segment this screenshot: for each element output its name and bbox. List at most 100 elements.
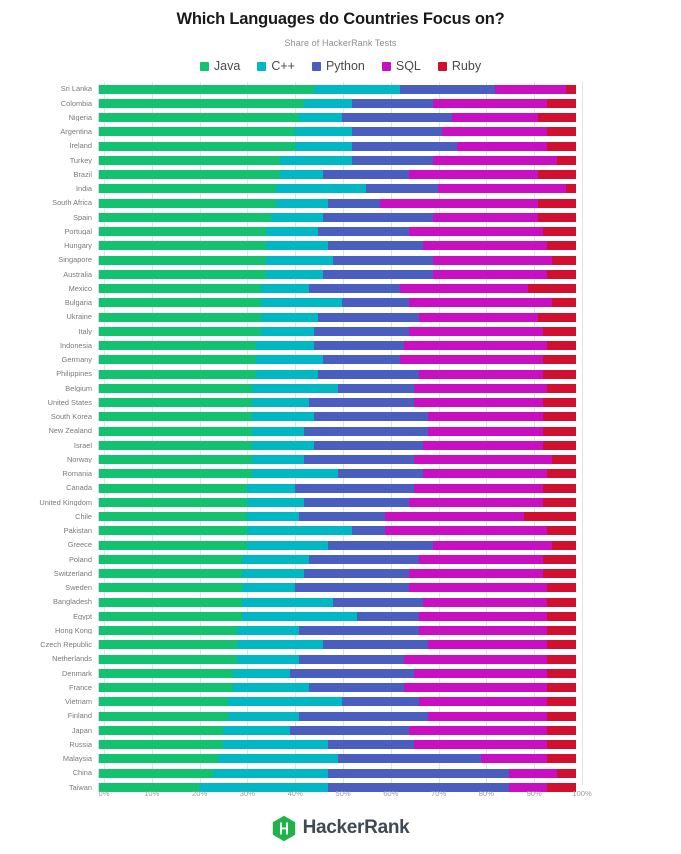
bar-segment-sql[interactable] [385,526,548,536]
bar-segment-cpp[interactable] [256,341,314,351]
bar-segment-cpp[interactable] [275,184,367,194]
bar-segment-sql[interactable] [418,554,543,564]
bar-segment-python[interactable] [332,597,424,607]
bar-segment-sql[interactable] [418,369,543,379]
bar-segment-python[interactable] [308,284,400,294]
bar-segment-sql[interactable] [451,113,538,123]
stacked-bar[interactable] [98,170,577,180]
bar-row[interactable]: Germany [0,353,681,367]
bar-segment-sql[interactable] [432,155,557,165]
bar-segment-ruby[interactable] [537,113,576,123]
bar-segment-cpp[interactable] [232,683,309,693]
bar-segment-cpp[interactable] [223,725,290,735]
bar-segment-python[interactable] [313,326,410,336]
bar-segment-ruby[interactable] [537,212,576,222]
bar-row[interactable]: United Kingdom [0,495,681,509]
bar-segment-cpp[interactable] [227,697,343,707]
bar-segment-cpp[interactable] [242,611,357,621]
stacked-bar[interactable] [98,98,576,108]
bar-segment-python[interactable] [366,184,438,194]
stacked-bar[interactable] [98,113,576,123]
bar-segment-java[interactable] [99,241,266,251]
stacked-bar[interactable] [98,683,576,693]
bar-segment-java[interactable] [99,554,243,564]
bar-segment-sql[interactable] [413,668,548,678]
stacked-bar[interactable] [98,326,577,336]
bar-segment-sql[interactable] [404,341,548,351]
bar-segment-python[interactable] [313,440,424,450]
bar-segment-cpp[interactable] [251,440,314,450]
bar-segment-java[interactable] [99,526,247,536]
bar-segment-sql[interactable] [432,540,553,550]
bar-segment-ruby[interactable] [547,383,576,393]
bar-segment-ruby[interactable] [537,198,576,208]
bar-segment-ruby[interactable] [566,84,577,94]
stacked-bar[interactable] [98,184,576,194]
stacked-bar[interactable] [98,398,576,408]
bar-segment-cpp[interactable] [246,540,328,550]
bar-segment-cpp[interactable] [261,326,314,336]
bar-segment-ruby[interactable] [542,355,576,365]
bar-row[interactable]: Philippines [0,367,681,381]
bar-segment-sql[interactable] [409,326,543,336]
bar-segment-python[interactable] [304,426,429,436]
bar-segment-python[interactable] [356,611,419,621]
bar-segment-cpp[interactable] [242,554,309,564]
bar-segment-python[interactable] [327,241,424,251]
bar-segment-java[interactable] [99,782,200,792]
bar-segment-cpp[interactable] [237,626,300,636]
bar-row[interactable]: Romania [0,467,681,481]
bar-row[interactable]: United States [0,396,681,410]
bar-segment-java[interactable] [99,697,228,707]
bar-segment-sql[interactable] [409,569,543,579]
bar-segment-java[interactable] [99,141,295,151]
bar-segment-sql[interactable] [509,782,548,792]
bar-segment-python[interactable] [323,269,433,279]
bar-row[interactable]: Malaysia [0,752,681,766]
bar-segment-sql[interactable] [404,683,548,693]
bar-segment-java[interactable] [99,355,257,365]
bar-segment-sql[interactable] [432,269,548,279]
stacked-bar[interactable] [98,768,576,778]
bar-row[interactable]: Vietnam [0,695,681,709]
stacked-bar[interactable] [98,711,577,721]
bar-segment-sql[interactable] [380,198,538,208]
bar-segment-cpp[interactable] [223,740,328,750]
bar-segment-java[interactable] [99,611,243,621]
bar-segment-sql[interactable] [428,412,543,422]
bar-row[interactable]: Spain [0,210,681,224]
bar-segment-sql[interactable] [418,611,548,621]
stacked-bar[interactable] [98,654,576,664]
bar-segment-ruby[interactable] [547,597,576,607]
bar-segment-sql[interactable] [413,483,543,493]
bar-segment-java[interactable] [99,84,314,94]
bar-segment-sql[interactable] [428,640,548,650]
stacked-bar[interactable] [98,84,577,94]
bar-segment-cpp[interactable] [246,497,305,507]
bar-row[interactable]: Switzerland [0,567,681,581]
bar-segment-ruby[interactable] [547,782,576,792]
bar-segment-sql[interactable] [437,184,567,194]
bar-segment-ruby[interactable] [542,569,577,579]
bar-segment-java[interactable] [99,326,262,336]
bar-segment-python[interactable] [351,127,443,137]
bar-segment-ruby[interactable] [547,241,576,251]
stacked-bar[interactable] [98,241,576,251]
bar-segment-sql[interactable] [409,583,548,593]
bar-segment-sql[interactable] [442,127,548,137]
stacked-bar[interactable] [98,198,576,208]
bar-row[interactable]: Pakistan [0,524,681,538]
bar-segment-ruby[interactable] [542,426,576,436]
bar-segment-ruby[interactable] [537,312,576,322]
stacked-bar[interactable] [98,640,576,650]
bar-segment-python[interactable] [351,141,457,151]
bar-segment-ruby[interactable] [547,526,576,536]
bar-segment-cpp[interactable] [242,583,295,593]
bar-segment-cpp[interactable] [251,426,305,436]
bar-segment-python[interactable] [323,640,429,650]
stacked-bar[interactable] [98,754,576,764]
bar-row[interactable]: Hong Kong [0,624,681,638]
stacked-bar[interactable] [98,569,577,579]
bar-segment-sql[interactable] [413,740,548,750]
bar-segment-java[interactable] [99,512,247,522]
